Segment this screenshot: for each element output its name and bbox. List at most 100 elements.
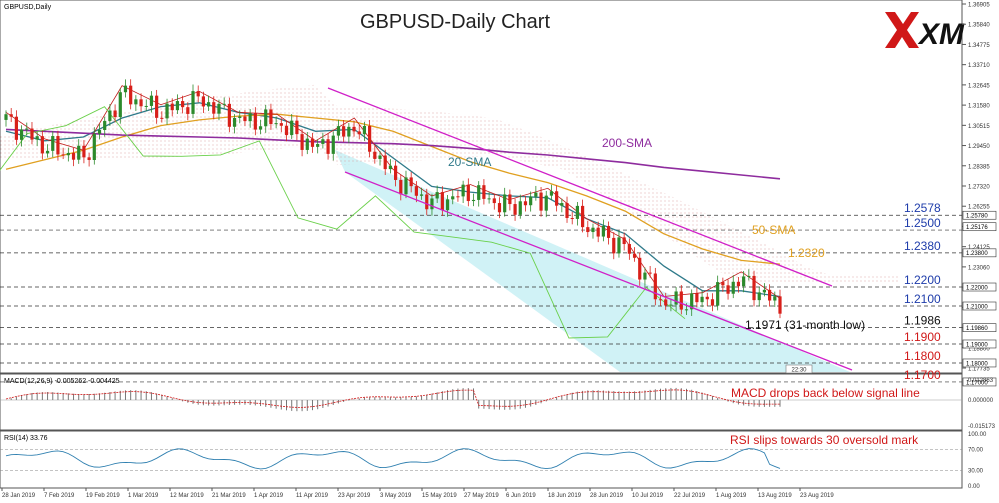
candle-body (523, 201, 528, 206)
candle-body (617, 237, 621, 254)
rsi-line (0, 448, 962, 471)
ichimoku-cloud (0, 84, 900, 284)
date-tick-label: 19 Feb 2019 (86, 493, 120, 499)
candle-body (155, 95, 159, 118)
date-tick-label: 28 Jan 2019 (2, 493, 36, 499)
level-label: 1.2578 (904, 201, 941, 215)
sma20-label: 20-SMA (448, 155, 491, 169)
candle-body (201, 96, 205, 107)
channel-lower-line (344, 171, 853, 371)
candle-body (139, 99, 143, 107)
candle-body (71, 152, 76, 160)
candle-body (586, 227, 590, 233)
candle-body (762, 289, 767, 293)
candle-body (253, 113, 257, 130)
candle-body (35, 136, 39, 140)
date-tick-label: 18 Jun 2019 (548, 493, 582, 499)
sma200-label: 200-SMA (602, 136, 652, 150)
candle-body (399, 179, 403, 195)
ma-line-200-sma (5, 128, 781, 180)
candle-body (669, 304, 673, 306)
symbol-label: GBPUSD,Daily (4, 4, 52, 11)
candle-body (264, 109, 268, 127)
candle-body (643, 272, 647, 280)
candle-body (544, 195, 548, 211)
candle-body (144, 105, 148, 107)
candle-body (19, 129, 24, 140)
candle-body (170, 103, 174, 111)
candle-body (497, 203, 502, 213)
candle-body (368, 125, 372, 152)
candle-body (466, 184, 470, 202)
candle-body (555, 191, 559, 206)
candle-body (149, 95, 154, 106)
candle-body (373, 151, 377, 159)
candle-body (305, 138, 309, 150)
date-tick-label: 21 Mar 2019 (212, 493, 246, 499)
price-tag: 1.18000 (966, 361, 988, 367)
candle-body (196, 91, 200, 97)
date-tick-label: 1 Mar 2019 (128, 493, 159, 499)
candle-body (357, 131, 361, 135)
candle-body (295, 120, 299, 135)
candle-body (632, 253, 637, 258)
price-tag-box (962, 339, 997, 349)
candle-body (549, 191, 554, 196)
candle-body (575, 205, 580, 219)
candlesticks (4, 79, 782, 319)
candle-body (248, 113, 252, 122)
date-tick-label: 13 Aug 2019 (758, 493, 792, 499)
date-tick-label: 3 May 2019 (380, 493, 412, 499)
candle-body (492, 198, 496, 204)
candle-body (736, 281, 741, 287)
candle-body (290, 120, 294, 136)
candle-body (336, 126, 341, 136)
price-tick-label: 1.17735 (968, 367, 990, 373)
candle-body (461, 184, 465, 197)
candle-body (331, 135, 335, 154)
price-tag-box (962, 377, 997, 387)
price-tag: 1.19000 (966, 342, 988, 348)
macd-axis-label: 0.012863 (968, 378, 994, 384)
rsi-header: RSI(14) 33.76 (4, 435, 48, 442)
price-tag-box (962, 301, 997, 311)
time-tag: 22:30 (791, 368, 807, 374)
candle-body (87, 157, 91, 160)
candle-body (378, 155, 382, 159)
macd-header: MACD(12,26,9) -0.005262 -0.004425 (4, 378, 120, 385)
time-tag-box (785, 364, 813, 374)
price-tick-label: 1.31580 (968, 104, 990, 110)
candle-body (570, 218, 574, 220)
rsi-axis: 100.00 70.00 30.00 0.00 (968, 432, 987, 490)
candle-body (518, 201, 522, 215)
low-annotation: 1.1971 (31-month low) (745, 318, 865, 332)
candle-body (684, 309, 689, 311)
candle-body (51, 136, 55, 151)
candle-body (503, 194, 507, 213)
price-tick-label: 1.18800 (968, 346, 990, 352)
price-tag-box (962, 222, 997, 232)
rsi-axis-label: 0.00 (968, 484, 980, 490)
candle-body (404, 177, 408, 195)
ma-line-20-sma (5, 102, 781, 298)
macd-axis-label: 0.000000 (968, 398, 994, 404)
chikou-line (0, 106, 686, 339)
candle-body (77, 145, 81, 160)
candle-body (601, 225, 605, 237)
candle-body (638, 257, 642, 280)
candle-body (606, 225, 611, 238)
level-label: 1.1900 (904, 330, 941, 344)
macd-annotation: MACD drops back below signal line (731, 386, 920, 400)
candle-body (653, 273, 657, 300)
price-tag: 1.19860 (966, 326, 988, 332)
candle-body (435, 192, 439, 199)
candle-body (560, 203, 564, 206)
candle-body (310, 138, 315, 147)
candle-body (721, 282, 725, 286)
candle-body (664, 299, 668, 306)
candle-body (186, 107, 190, 114)
date-tick-label: 10 Jul 2019 (632, 493, 664, 499)
price-tick-label: 1.26255 (968, 205, 990, 211)
candle-body (118, 92, 122, 118)
